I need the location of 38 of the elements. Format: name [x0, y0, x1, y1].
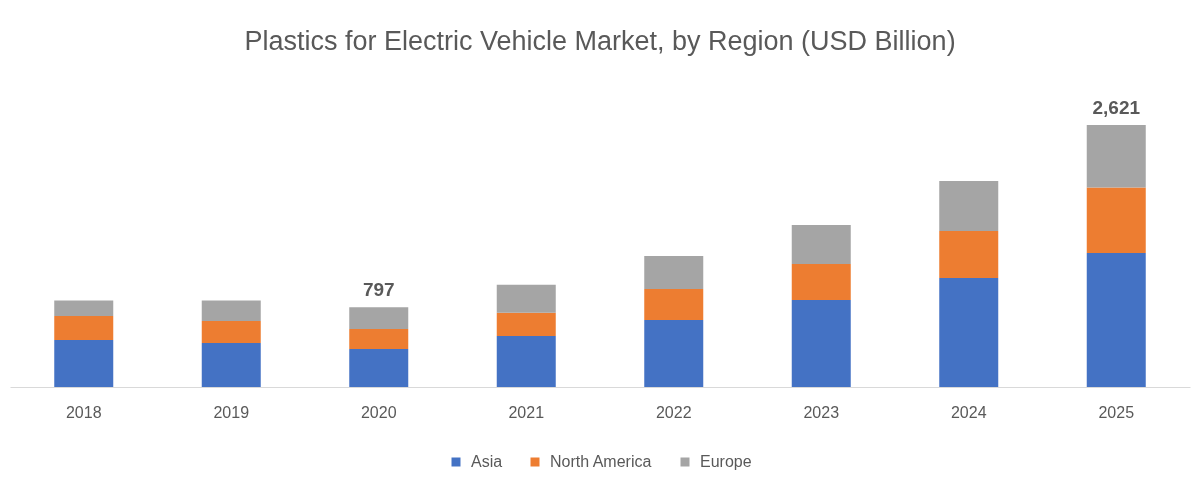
chart-title: Plastics for Electric Vehicle Market, by Region (USD Billion)	[244, 26, 956, 56]
bar	[1086, 125, 1146, 188]
bar	[349, 329, 409, 350]
bar	[496, 284, 556, 313]
bar	[644, 319, 704, 387]
legend-label: Europe	[700, 453, 752, 470]
bar	[54, 316, 114, 341]
bar	[644, 289, 704, 320]
x-tick-label: 2021	[508, 403, 545, 421]
bar	[349, 349, 409, 387]
x-tick-label: 2019	[213, 403, 250, 421]
x-tick-label: 2018	[65, 403, 102, 421]
bar	[201, 320, 261, 343]
legend-label: Asia	[471, 453, 503, 470]
bar	[791, 300, 851, 387]
bar	[54, 340, 114, 387]
bar	[644, 256, 704, 290]
bar	[791, 264, 851, 301]
x-tick-label: 2020	[360, 403, 397, 421]
bar	[496, 335, 556, 387]
bar	[1086, 253, 1146, 387]
bar	[1086, 187, 1146, 254]
x-tick-label: 2025	[1098, 403, 1135, 421]
bar	[496, 312, 556, 336]
bar	[939, 181, 999, 232]
bar	[201, 300, 261, 321]
bar	[939, 231, 999, 279]
x-tick-label: 2022	[655, 403, 692, 421]
bar	[54, 300, 114, 316]
bar	[201, 342, 261, 387]
bar	[791, 225, 851, 265]
annotation: 797	[362, 279, 395, 301]
x-tick-label: 2023	[803, 403, 840, 421]
annotation: 2,621	[1092, 97, 1141, 118]
legend-label: North America	[550, 453, 652, 470]
bar	[349, 307, 409, 330]
bar	[939, 278, 999, 387]
x-tick-label: 2024	[950, 403, 987, 421]
